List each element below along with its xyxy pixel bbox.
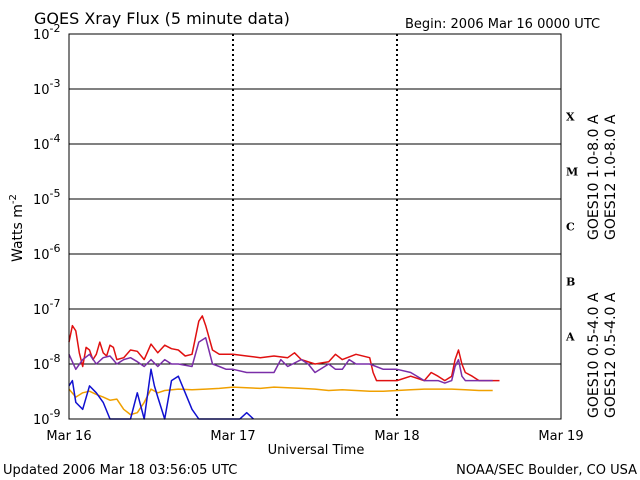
y-tick-label: 10-8 <box>33 352 61 373</box>
flare-class-labels: A B C M X <box>565 111 578 344</box>
legend-goes10-short: GOES10 0.5-4.0 A <box>586 292 602 418</box>
x-axis-label: Universal Time <box>268 443 365 458</box>
x-tick-labels: Mar 16 Mar 17 Mar 18 Mar 19 <box>46 429 583 444</box>
y-tick-label: 10-6 <box>33 242 61 263</box>
y-tick-label: 10-7 <box>33 297 61 318</box>
flare-class-label: A <box>565 331 575 344</box>
y-tick-label: 10-9 <box>33 407 61 428</box>
y-tick-label: 10-2 <box>33 22 61 43</box>
y-axis-label-exponent: -2 <box>8 194 19 204</box>
updated-timestamp: Updated 2006 Mar 18 03:56:05 UTC <box>3 463 237 478</box>
x-tick-label: Mar 17 <box>210 429 255 444</box>
chart-title: GOES Xray Flux (5 minute data) <box>34 9 290 28</box>
series-line-goes10-0-5-4-0-a <box>68 386 493 416</box>
flare-class-label: C <box>566 221 575 234</box>
flare-class-label: X <box>566 111 575 124</box>
y-tick-label: 10-4 <box>33 132 61 153</box>
x-tick-label: Mar 19 <box>538 429 583 444</box>
y-tick-label: 10-5 <box>33 187 61 208</box>
legend-goes12-short: GOES12 0.5-4.0 A <box>603 292 619 418</box>
series-line-goes10-1-0-8-0-a <box>68 337 493 384</box>
flare-class-label: B <box>566 276 575 289</box>
legend-goes10-long: GOES10 1.0-8.0 A <box>586 114 602 240</box>
x-tick-label: Mar 16 <box>46 429 91 444</box>
y-tick-labels: 10-9 10-8 10-7 10-6 10-5 10-4 10-3 10-2 <box>33 22 61 428</box>
begin-date: Begin: 2006 Mar 16 0000 UTC <box>405 17 600 32</box>
grid-lines <box>69 34 561 419</box>
y-tick-label: 10-3 <box>33 77 61 98</box>
flare-class-label: M <box>566 166 578 179</box>
credit-line: NOAA/SEC Boulder, CO USA <box>456 463 637 478</box>
legend-goes12-long: GOES12 1.0-8.0 A <box>603 114 619 240</box>
series-line-goes12-1-0-8-0-a <box>68 315 500 382</box>
plot-frame <box>68 33 562 420</box>
x-tick-label: Mar 18 <box>374 429 419 444</box>
y-axis-label: Watts m-2 <box>8 194 26 262</box>
series-lines <box>68 315 500 420</box>
y-axis-label-text: Watts m <box>10 204 26 262</box>
series-line-goes12-0-5-4-0-a <box>68 368 255 420</box>
